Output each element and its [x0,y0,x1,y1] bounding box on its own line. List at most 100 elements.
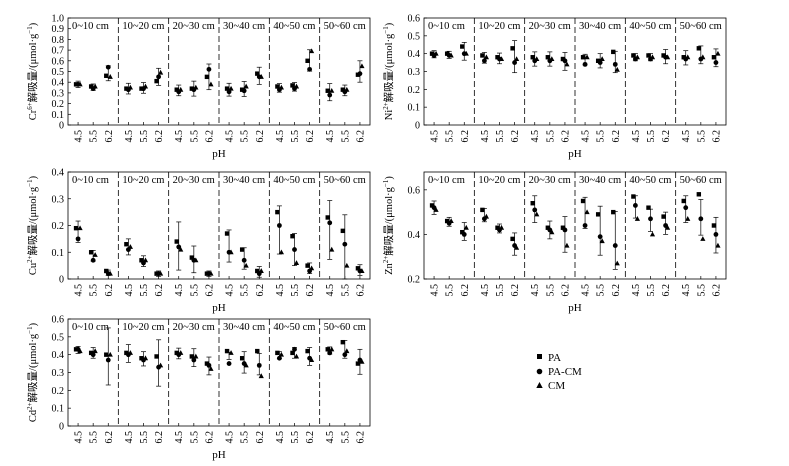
data-point-cm [584,209,590,215]
panel-depth-label: 40~50 cm [273,322,315,333]
y-tick-label: 0.4 [408,49,421,60]
data-point-cm [243,262,249,268]
panel-depth-label: 20~30 cm [173,21,215,32]
data-point-cm [127,350,133,355]
panel-depth-label: 40~50 cm [629,21,671,32]
data-point-cm [258,373,264,379]
y-tick-label: 0.3 [52,368,65,379]
x-tick-label: 6.2 [154,284,165,297]
data-point-cm [344,86,350,92]
data-point-pa-cm [226,361,232,366]
data-point-pa-cm [90,352,96,358]
data-point-pa [124,242,129,247]
data-point-pa [444,218,450,224]
data-point-pa [174,239,179,244]
legend-marker-pa-cm [536,368,543,375]
x-tick-label: 5.5 [240,284,251,297]
data-point-cm [258,268,264,273]
data-point-cm [584,54,590,60]
x-tick-label: 5.5 [240,130,251,143]
data-point-pa [355,361,361,366]
x-tick-label: 5.5 [139,130,150,143]
data-point-cm [614,260,620,266]
x-tick-label: 4.5 [581,130,592,143]
data-point-pa-cm [292,247,297,252]
data-point-cm [158,69,164,75]
data-point-cm [278,84,284,90]
data-point-pa-cm [156,74,162,80]
data-point-pa [88,350,94,356]
x-tick-label: 6.2 [560,130,571,143]
data-point-cm [309,265,315,271]
x-tick-label: 6.2 [104,431,115,444]
y-tick-label: 0.9 [52,24,65,35]
x-tick-label: 5.5 [290,130,301,143]
panel-depth-label: 0~10 cm [72,322,109,333]
data-point-pa [545,225,551,230]
data-point-cm [359,63,365,69]
data-point-pa-cm [683,205,689,211]
x-tick-label: 6.2 [560,284,571,297]
x-tick-label: 4.5 [225,284,236,297]
x-tick-label: 4.5 [530,284,541,297]
data-point-pa-cm [191,357,197,363]
y-tick-label: 0.4 [52,78,65,89]
x-tick-label: 6.2 [460,130,471,143]
data-point-cm [278,351,284,357]
data-point-cm [127,244,133,249]
x-tick-label: 6.2 [154,130,165,143]
data-point-pa-cm [176,244,182,250]
y-tick-label: 0 [415,121,420,132]
data-point-cm [359,359,365,364]
data-point-pa-cm [292,346,297,352]
data-point-cm [329,346,335,352]
data-point-cm [208,366,214,371]
data-point-cm [685,54,691,60]
x-tick-label: 5.5 [596,130,607,143]
y-tick-label: 0.2 [408,275,421,286]
data-point-cm [293,260,300,265]
data-point-pa [631,194,636,199]
data-point-cm [463,50,469,56]
y-tick-label: 0.8 [52,35,65,46]
x-tick-label: 5.5 [89,284,100,297]
data-point-cm [178,86,184,92]
data-point-pa [154,354,159,359]
x-tick-label: 6.2 [711,130,722,143]
data-point-pa-cm [256,362,262,368]
x-tick-label: 6.2 [355,284,366,297]
data-point-cm [634,216,640,221]
x-tick-label: 6.2 [204,284,215,297]
data-point-pa-cm [582,61,588,67]
x-tick-label: 4.5 [275,130,286,143]
panel-depth-label: 50~60 cm [680,175,722,186]
data-point-pa-cm [713,232,719,237]
data-point-cm [549,229,555,235]
y-axis-label: Cd2+解吸量/(μmol·g−1) [26,322,39,422]
panel-depth-label: 10~20 cm [122,175,164,186]
data-point-cm [700,236,706,241]
data-point-pa [580,55,586,60]
x-tick-label: 6.2 [355,431,366,444]
data-point-pa-cm [612,243,618,248]
data-point-cm [359,268,365,273]
x-tick-label: 5.5 [89,130,100,143]
data-point-cm [77,81,83,87]
data-point-pa-cm [713,60,719,65]
data-point-pa [275,209,280,215]
data-point-cm [208,270,214,276]
data-point-pa [681,198,686,204]
x-tick-label: 6.2 [305,130,316,143]
x-tick-label: 4.5 [174,284,185,297]
data-point-pa [224,348,230,354]
data-point-cm [142,83,149,89]
x-tick-label: 5.5 [545,284,556,297]
data-point-pa [510,46,515,51]
x-tick-label: 6.2 [661,130,672,143]
x-tick-label: 6.2 [460,284,471,297]
x-tick-label: 4.5 [631,284,642,297]
data-point-cm [77,225,83,231]
data-point-pa [460,44,465,49]
data-point-pa [275,350,280,356]
data-point-cm [193,353,199,359]
